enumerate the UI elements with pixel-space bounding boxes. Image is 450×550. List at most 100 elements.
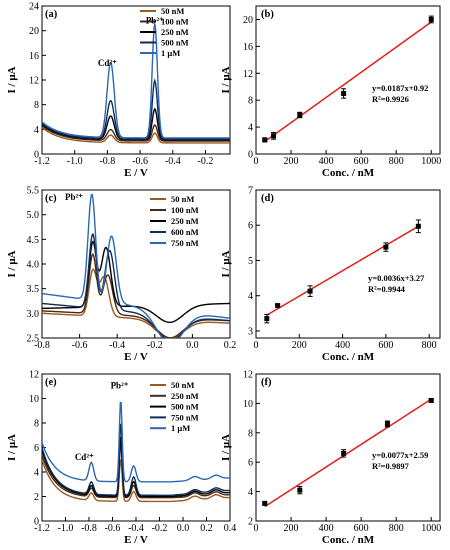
y-tick-label: 2.5 — [27, 334, 40, 345]
fit-line — [264, 398, 432, 508]
x-tick-label: 600 — [354, 523, 369, 534]
series-group — [42, 193, 230, 338]
y-tick-label: 0 — [34, 150, 39, 161]
x-tick-label: 800 — [389, 523, 404, 534]
y-tick-label: 8 — [248, 428, 253, 439]
y-tick-label: 2 — [34, 492, 39, 503]
fit-equation: y=0.0077x+2.59 — [372, 450, 428, 460]
y-tick-label: 12 — [29, 76, 39, 87]
y-axis-label: I / μA — [220, 250, 232, 277]
y-tick-label: 4 — [34, 125, 39, 136]
y-tick-label: 7 — [248, 186, 253, 197]
series-line-50-nM — [42, 268, 230, 338]
y-tick-label: 12 — [243, 69, 253, 80]
x-tick-label: 0 — [254, 156, 259, 167]
y-tick-label: 4 — [248, 291, 253, 302]
peak-annotation: Cd²⁺ — [75, 452, 94, 462]
x-axis-label: Conc. / nM — [322, 167, 375, 179]
x-axis-label: E / V — [124, 167, 148, 179]
y-tick-label: 0 — [34, 517, 39, 528]
x-tick-label: 400 — [319, 523, 334, 534]
legend-label: 750 nM — [171, 238, 199, 248]
series-line-750-nM — [42, 423, 230, 496]
y-tick-label: 20 — [243, 15, 253, 26]
x-tick-label: -0.6 — [72, 340, 88, 351]
data-point — [275, 303, 281, 309]
x-tick-label: -0.4 — [109, 340, 125, 351]
series-line-50-nM — [42, 459, 230, 503]
y-tick-label: 2 — [248, 517, 253, 528]
data-point — [415, 223, 421, 229]
fit-r-squared: R²=0.9897 — [372, 461, 410, 471]
y-tick-label: 3.5 — [27, 284, 40, 295]
legend-label: 250 nM — [171, 216, 199, 226]
x-tick-label: 200 — [284, 523, 299, 534]
x-tick-label: -0.8 — [34, 340, 50, 351]
legend-label: 500 nM — [161, 38, 189, 48]
fit-equation: y=0.0036x+3.27 — [368, 273, 425, 283]
series-line-500-nM — [42, 78, 230, 140]
panel-c: -0.8 -0.6 -0.4 -0.2 0.0 0.2 2.5 3.0 3.5 4.0 4.5 5.0… — [6, 186, 236, 364]
y-tick-label: 6 — [248, 221, 253, 232]
data-point — [341, 90, 347, 96]
series-line-250-nM — [42, 240, 230, 324]
data-point — [262, 137, 268, 143]
y-tick-label: 24 — [29, 2, 39, 13]
panel-f: 0 200 400 600 800 1000 2 4 6 8 10 12 Conc. / nM I / μ… — [220, 370, 441, 547]
x-tick-label: 400 — [335, 340, 350, 351]
x-tick-label: -1.0 — [58, 523, 74, 534]
y-tick-label: 8 — [248, 96, 253, 107]
y-tick-label: 5.0 — [27, 210, 40, 221]
y-axis-label: I / μA — [220, 66, 232, 93]
peak-annotation: Pb²⁺ — [111, 381, 129, 391]
y-tick-label: 3 — [248, 326, 253, 337]
panel-d: 0 200 400 600 800 3 4 5 6 7 Conc. / nM I / μA (d) y=0… — [220, 186, 441, 363]
series-line-1-uM — [42, 402, 230, 483]
data-point — [384, 421, 390, 427]
x-tick-label: 0.4 — [224, 523, 237, 534]
y-tick-label: 4.5 — [27, 235, 40, 246]
series-line-500-nM — [42, 436, 230, 498]
x-tick-label: 600 — [354, 156, 369, 167]
x-tick-label: 0 — [254, 523, 259, 534]
x-tick-label: -0.6 — [105, 523, 121, 534]
series-line-50-nM — [42, 126, 230, 144]
y-tick-label: 6 — [34, 443, 39, 454]
legend-label: 600 nM — [171, 227, 199, 237]
fit-r-squared: R²=0.9926 — [372, 94, 409, 104]
x-tick-label: -0.4 — [165, 156, 181, 167]
y-tick-label: 0 — [248, 150, 253, 161]
legend-label: 100 nM — [171, 205, 199, 215]
x-tick-label: 0.2 — [200, 523, 213, 534]
panel-label: (a) — [45, 9, 58, 20]
panel-b: 0 200 400 600 800 1000 0 4 8 12 16 20 Conc. / nM I / … — [220, 5, 441, 179]
y-tick-label: 4 — [248, 487, 253, 498]
x-tick-label: -0.2 — [152, 523, 168, 534]
fit-equation: y=0.0187x+0.92 — [372, 83, 428, 93]
x-tick-label: 600 — [378, 340, 393, 351]
legend-label: 50 nM — [171, 194, 194, 204]
y-tick-label: 5 — [248, 256, 253, 267]
x-tick-label: 400 — [319, 156, 334, 167]
panel-label: (d) — [261, 193, 274, 204]
data-point — [297, 487, 303, 493]
legend-label: 250 nM — [161, 27, 189, 37]
data-point — [383, 244, 389, 250]
plot-frame — [255, 5, 441, 155]
x-axis-label: Conc. / nM — [322, 351, 375, 363]
y-tick-label: 10 — [29, 394, 39, 405]
panel-label: (e) — [45, 377, 57, 388]
x-tick-label: -0.8 — [81, 523, 97, 534]
y-tick-label: 20 — [29, 26, 39, 37]
legend-label: 100 nM — [161, 17, 189, 27]
y-tick-label: 16 — [243, 42, 253, 53]
x-tick-label: -1.0 — [67, 156, 83, 167]
panel-label: (c) — [45, 193, 57, 204]
data-point — [341, 450, 347, 456]
y-tick-label: 12 — [29, 370, 39, 381]
x-tick-label: -0.2 — [198, 156, 214, 167]
y-tick-label: 10 — [243, 399, 253, 410]
data-point — [428, 397, 434, 403]
